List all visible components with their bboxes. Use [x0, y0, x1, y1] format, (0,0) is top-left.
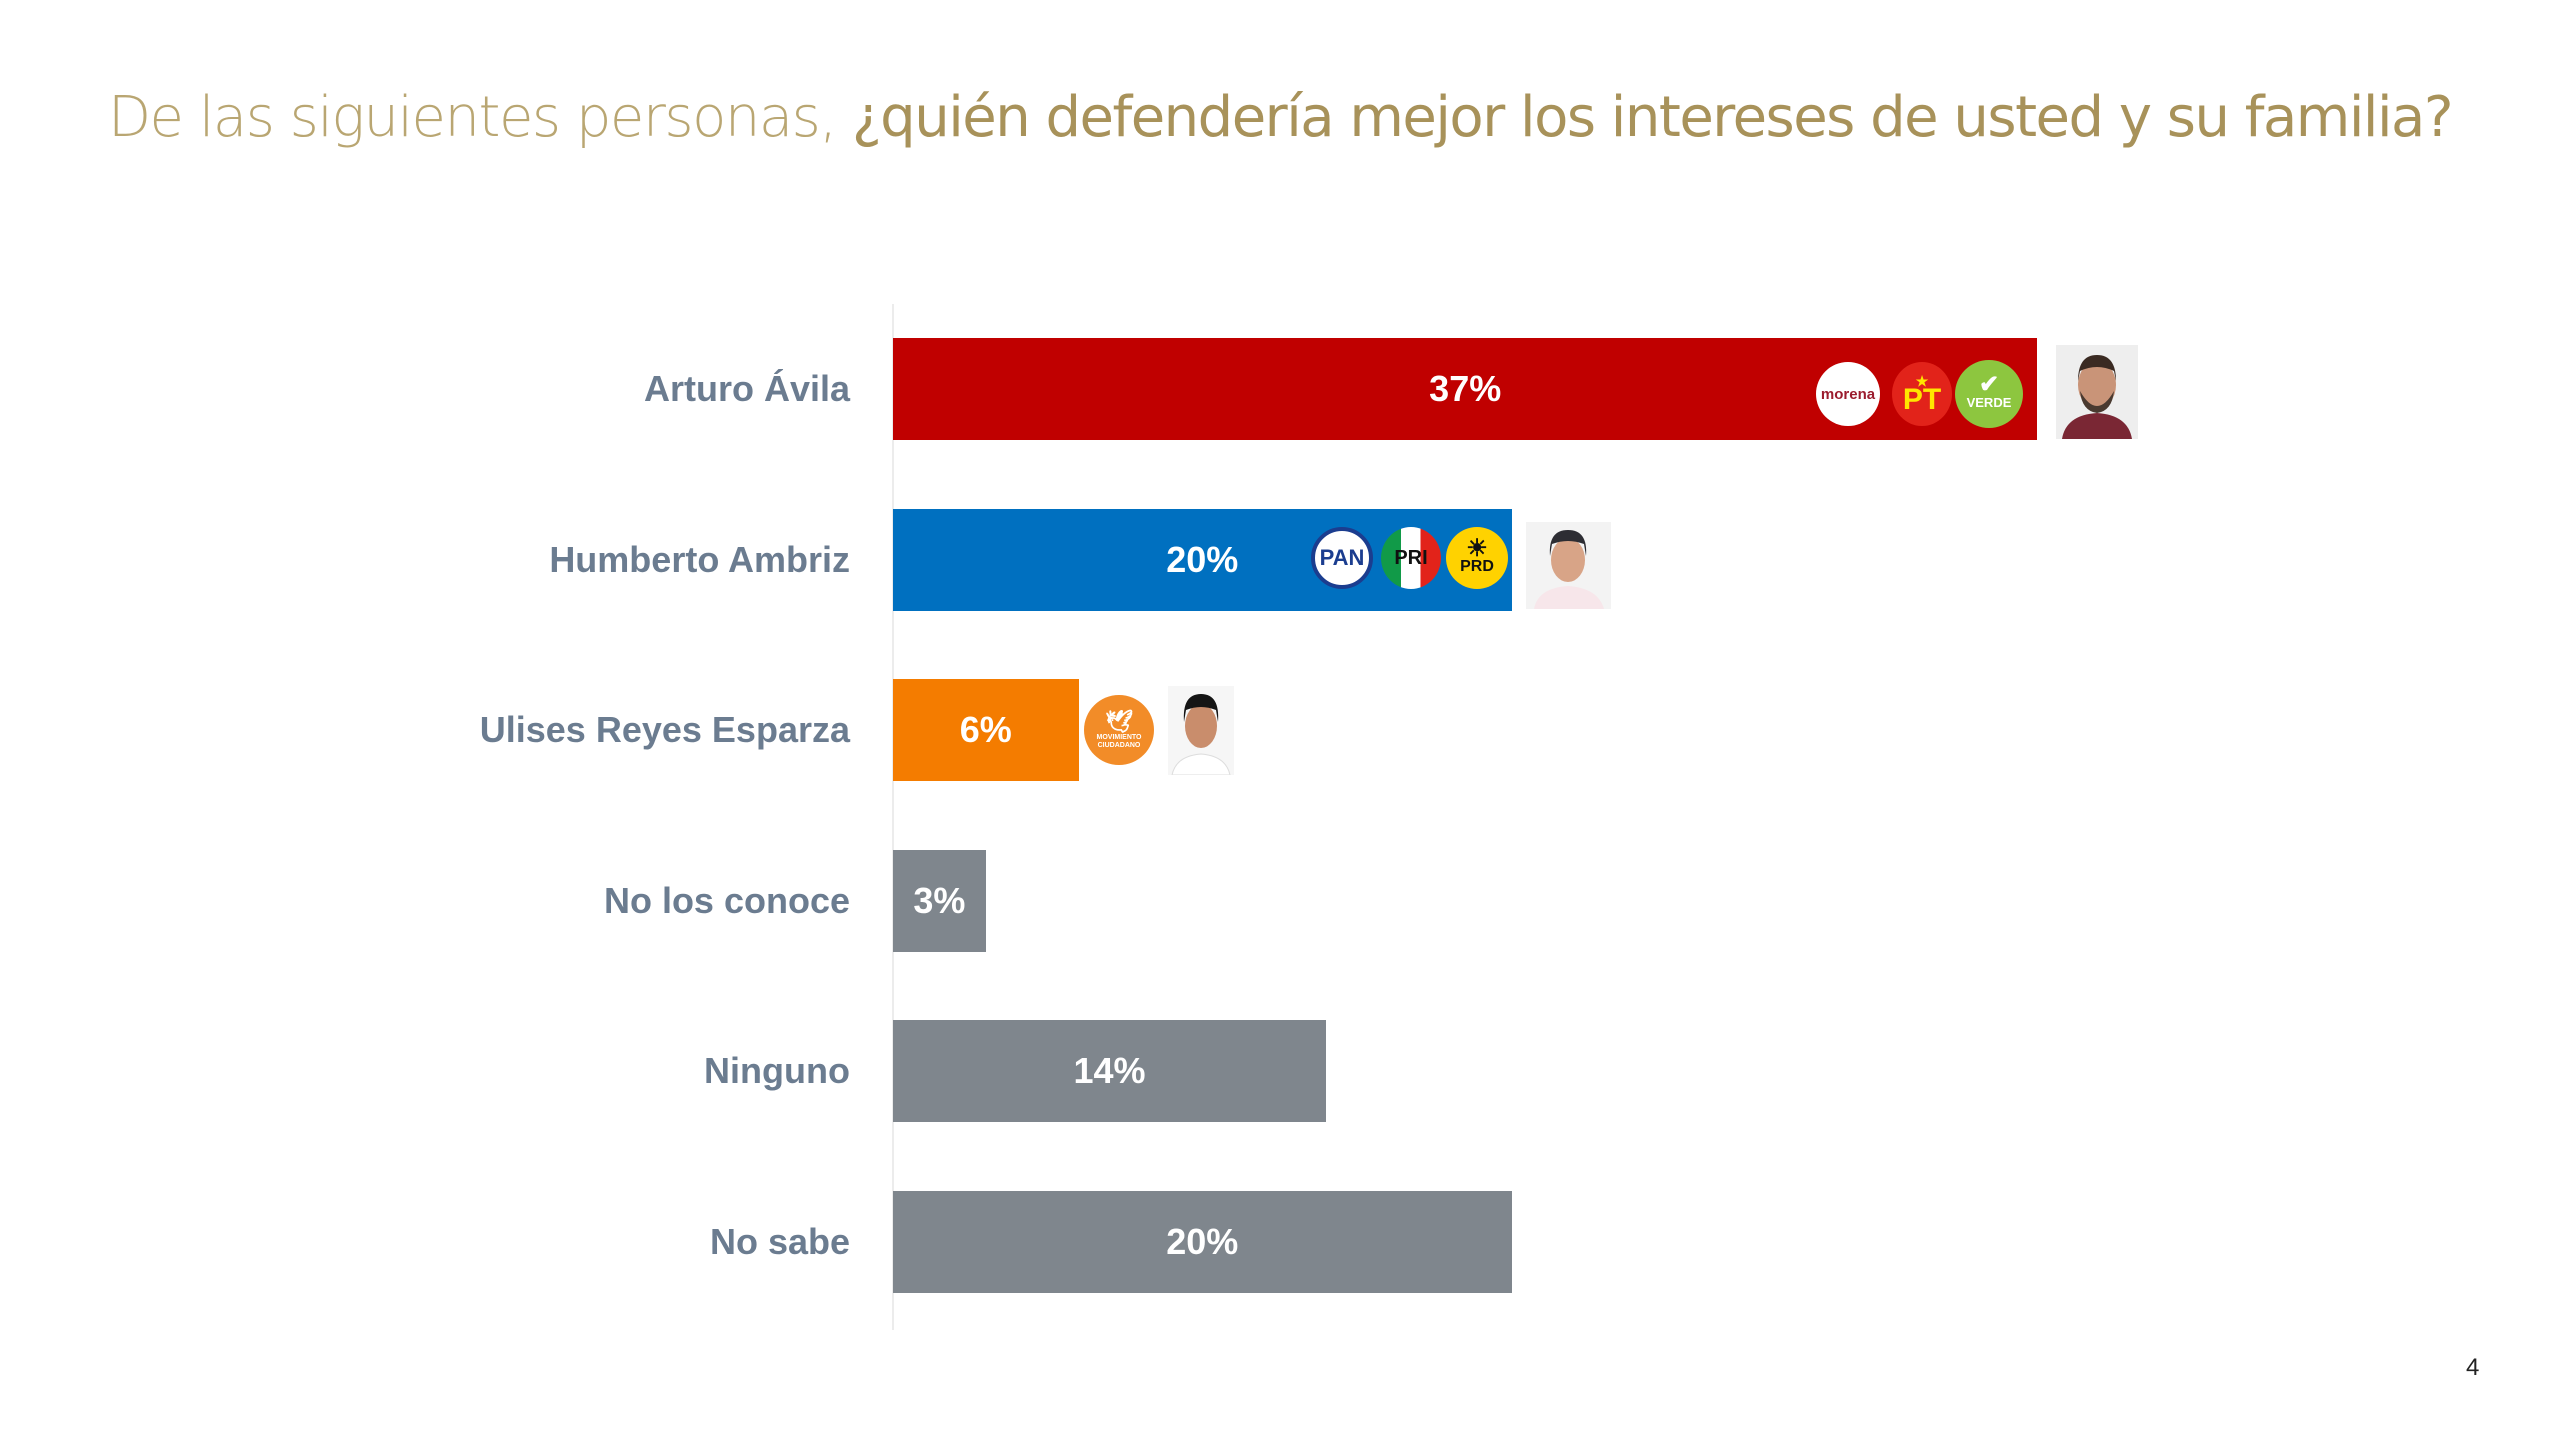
pri-logo: PRI	[1381, 527, 1441, 589]
bar	[893, 1020, 1327, 1122]
data-label: 37%	[1429, 368, 1502, 409]
category-label: Humberto Ambriz	[549, 539, 850, 580]
bar	[893, 850, 986, 952]
morena-logo: morena	[1816, 362, 1880, 426]
category-axis-line	[892, 304, 894, 1330]
category-label: Arturo Ávila	[643, 368, 850, 409]
category-label: Ninguno	[704, 1050, 850, 1091]
humberto-ambriz-photo	[1526, 522, 1611, 609]
title-light: De las siguientes personas,	[107, 85, 852, 150]
prd-logo: ☀ PRD	[1446, 527, 1508, 589]
page-number: 4	[2466, 1354, 2480, 1381]
chart-title: De las siguientes personas, ¿quién defen…	[0, 82, 2560, 154]
data-label: 14%	[1073, 1050, 1146, 1091]
title-bold: ¿quién defendería mejor los intereses de…	[851, 85, 2454, 150]
arturo-avila-photo	[2056, 345, 2138, 439]
category-label: No los conoce	[603, 880, 850, 921]
data-label: 6%	[959, 709, 1012, 750]
verde-logo: ✔ VERDE	[1955, 360, 2023, 428]
data-label: 20%	[1166, 1221, 1239, 1262]
pt-logo: ★ PT	[1892, 362, 1952, 426]
category-label: No sabe	[709, 1221, 850, 1262]
category-label: Ulises Reyes Esparza	[479, 709, 850, 750]
bar	[893, 1191, 1512, 1293]
data-label: 20%	[1166, 539, 1239, 580]
pan-logo: PAN	[1311, 527, 1373, 589]
ulises-reyes-esparza-photo	[1168, 686, 1234, 775]
movimiento-ciudadano-logo: 🕊 MOVIMIENTO CIUDADANO	[1084, 695, 1154, 765]
bar	[893, 679, 1079, 781]
data-label: 3%	[913, 880, 966, 921]
